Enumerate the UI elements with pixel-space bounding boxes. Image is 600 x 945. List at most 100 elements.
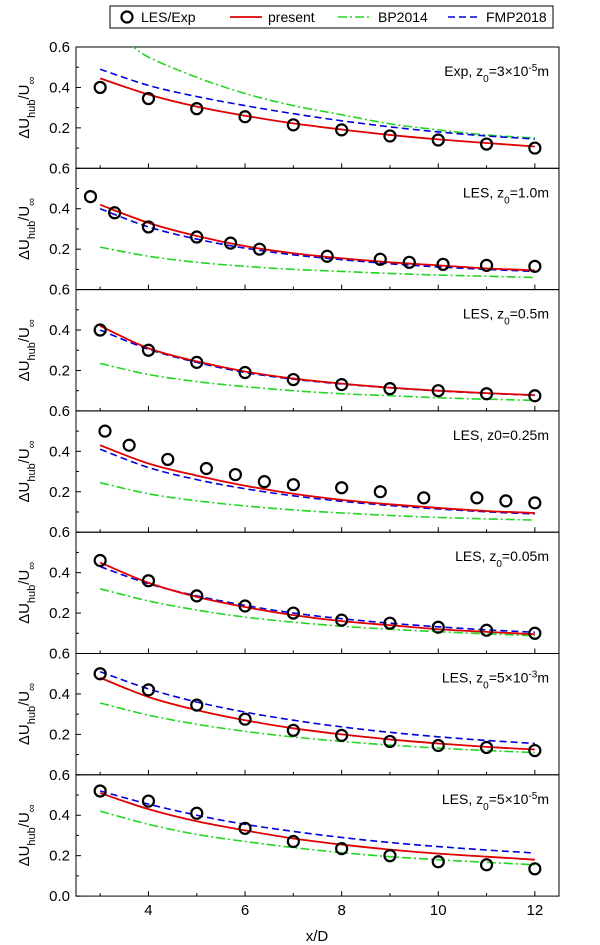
panel-2: 0.2 0.4 0.6 ΔUhub/U∞ LES, z0=1.0m [16, 160, 560, 291]
y-tick-label: 0.2 [49, 605, 70, 622]
y-tick-label: 0.4 [49, 443, 70, 460]
les-point [479, 387, 494, 401]
series-bp2014-line [99, 702, 535, 754]
les-point [528, 259, 542, 273]
y-tick-label: 0.6 [49, 403, 70, 420]
series-fmp2018-line [99, 329, 535, 397]
series-bp2014-line [99, 810, 535, 866]
panel-frame [75, 774, 560, 897]
y-axis-title: ΔUhub/U∞ [16, 440, 38, 502]
legend-bp2014-label: BP2014 [378, 9, 428, 25]
y-tick-label: 0.4 [49, 686, 70, 703]
series-present-line [99, 325, 535, 397]
les-point [190, 806, 204, 820]
panel-3: 0.2 0.4 0.6 ΔUhub/U∞ LES, z0=0.5m [16, 282, 560, 412]
y-tick-label: 0.2 [49, 726, 70, 743]
series-fmp2018-line [99, 790, 535, 854]
les-point [528, 862, 542, 876]
series-bp2014-line [99, 362, 535, 402]
les-point [83, 190, 98, 204]
les-point [499, 494, 513, 508]
les-point [190, 698, 204, 712]
les-point [431, 738, 445, 753]
y-axis-title: ΔUhub/U∞ [16, 804, 38, 866]
y-tick-label: 0.6 [49, 646, 70, 663]
les-point [141, 794, 156, 808]
panel-label: LES, z0=1.0m [463, 184, 549, 206]
les-point [161, 452, 175, 467]
y-tick-label: 0.6 [49, 39, 70, 56]
les-point [238, 712, 252, 726]
les-point [252, 242, 267, 256]
les-point [238, 821, 252, 835]
les-point [479, 258, 494, 272]
series-bp2014-line [132, 47, 535, 139]
x-tick-label: 6 [241, 902, 249, 919]
y-tick-label: 0.4 [49, 79, 70, 96]
legend-les-marker [120, 10, 134, 24]
les-point [479, 858, 494, 872]
y-tick-label: 0.6 [49, 767, 70, 784]
series-fmp2018-line [99, 207, 535, 273]
series-present-line [99, 676, 535, 751]
les-point [257, 475, 271, 489]
les-point [431, 855, 445, 869]
y-axis-title: ΔUhub/U∞ [16, 198, 38, 260]
panel-1: 0.2 0.4 0.6 ΔUhub/U∞ Exp, z0=3×10-5m [16, 39, 560, 169]
les-point [335, 613, 349, 627]
les-point [528, 389, 542, 403]
les-point [335, 481, 349, 495]
x-axis-title: x/D [306, 928, 329, 945]
les-point [286, 723, 300, 737]
y-tick-label: 0.2 [49, 848, 70, 865]
legend-box [109, 5, 554, 29]
panel-5: 0.2 0.4 0.6 ΔUhub/U∞ LES, z0=0.05m [16, 524, 560, 655]
les-point [383, 734, 397, 749]
panel-frame [75, 653, 560, 776]
les-point [190, 589, 204, 603]
les-point [98, 424, 112, 438]
les-point [93, 553, 107, 568]
les-point [373, 252, 387, 266]
y-tick-label: 0.2 [49, 241, 70, 258]
les-point [286, 478, 300, 492]
les-point [383, 382, 397, 396]
y-tick-label: 0.6 [49, 524, 70, 541]
les-point [417, 491, 431, 505]
series-present-line [99, 561, 535, 636]
les-point [93, 784, 107, 798]
les-point [431, 620, 445, 634]
les-point [93, 667, 107, 681]
y-tick-label: 0.4 [49, 807, 70, 824]
les-point [373, 485, 387, 499]
les-point [286, 834, 300, 849]
les-point [383, 129, 397, 143]
series-present-line [99, 444, 535, 514]
les-point [335, 123, 349, 137]
series-present-line [99, 203, 535, 272]
les-point [528, 626, 542, 640]
legend: LES/Exp present BP2014 FMP2018 [109, 5, 554, 29]
les-point [141, 574, 156, 588]
les-point [141, 683, 156, 697]
les-point [190, 355, 204, 369]
series-fmp2018-line [99, 68, 535, 140]
y-tick-label: 0.2 [49, 120, 70, 137]
les-point [141, 220, 156, 234]
legend-present-label: present [268, 9, 315, 25]
series-fmp2018-line [99, 670, 535, 745]
les-point [93, 80, 107, 95]
les-point [402, 255, 416, 269]
y-tick-label: 0.2 [49, 362, 70, 379]
les-point [286, 118, 300, 132]
les-point [470, 491, 484, 505]
les-point [199, 461, 214, 476]
les-point [479, 740, 494, 755]
panel-4: 0.2 0.4 0.6 ΔUhub/U∞ LES, z0=0.25m [16, 403, 560, 533]
les-point [528, 743, 542, 758]
y-tick-label: 0.2 [49, 484, 70, 501]
x-tick-label: 10 [430, 902, 447, 919]
les-point [93, 323, 107, 337]
les-point [431, 384, 445, 398]
